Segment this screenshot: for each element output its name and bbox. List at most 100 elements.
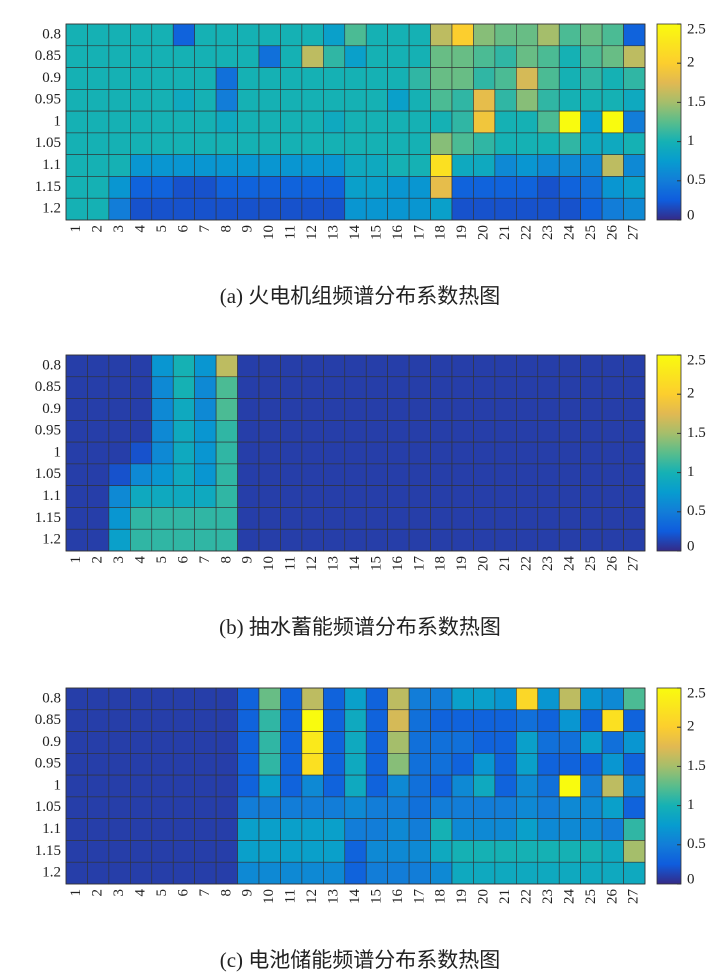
heat-cell: [237, 154, 260, 177]
heat-cell: [558, 796, 581, 819]
heat-cell: [537, 507, 560, 530]
heat-cell: [344, 441, 367, 465]
heat-cell: [473, 753, 496, 776]
x-tick-label: 24: [561, 889, 577, 905]
heat-cell: [537, 485, 560, 508]
heat-cell: [194, 687, 217, 711]
heat-cell: [215, 753, 238, 776]
y-tick-label: 0.8: [42, 690, 61, 706]
heat-cell: [387, 485, 410, 508]
x-tick-label: 9: [240, 889, 256, 897]
heat-cell: [215, 197, 238, 221]
y-tick-label: 1.15: [35, 510, 61, 526]
heat-cell: [65, 796, 88, 819]
heat-cell: [237, 840, 260, 863]
heat-cell: [601, 840, 624, 863]
x-tick-label: 22: [518, 889, 534, 904]
heat-cell: [215, 774, 238, 798]
heat-cell: [473, 154, 496, 177]
heat-cell: [344, 176, 367, 199]
y-tick-label: 0.9: [42, 734, 61, 750]
heat-cell: [451, 132, 474, 155]
heat-cell: [172, 154, 195, 177]
heat-cell: [151, 463, 174, 486]
heat-cell: [623, 485, 646, 508]
x-tick-label: 7: [197, 556, 213, 564]
heat-cell: [258, 731, 281, 754]
x-tick-label: 1: [68, 225, 84, 233]
heat-cell: [430, 110, 453, 134]
heat-cell: [365, 45, 388, 68]
colorbar: [656, 687, 682, 885]
heat-cell: [87, 398, 110, 421]
heat-cell: [280, 818, 303, 841]
x-tick-label: 18: [433, 889, 449, 904]
heat-cell: [451, 176, 474, 199]
heat-cell: [537, 528, 560, 552]
heat-cell: [301, 507, 324, 530]
heat-cell: [194, 45, 217, 68]
x-tick-label: 11: [283, 225, 299, 239]
heat-cell: [258, 840, 281, 863]
heat-cell: [258, 23, 281, 47]
heat-cell: [623, 197, 646, 221]
heat-cell: [130, 840, 153, 863]
heat-cell: [194, 89, 217, 112]
heat-cell: [194, 154, 217, 177]
heat-cell: [430, 376, 453, 399]
heat-cell: [65, 861, 88, 885]
heat-cell: [430, 23, 453, 47]
heat-cell: [215, 354, 238, 378]
heat-cell: [280, 709, 303, 732]
heat-cell: [237, 774, 260, 798]
heat-cell: [537, 774, 560, 798]
heat-cell: [537, 709, 560, 732]
heat-cell: [494, 861, 517, 885]
heat-cell: [623, 528, 646, 552]
y-tick-label: 1: [54, 113, 62, 129]
heat-cell: [516, 861, 539, 885]
heat-cell: [323, 89, 346, 112]
heat-cell: [494, 507, 517, 530]
heat-cell: [323, 796, 346, 819]
heat-cell: [494, 818, 517, 841]
heat-cell: [473, 45, 496, 68]
heat-cell: [580, 861, 603, 885]
y-tick-label: 1.05: [35, 135, 61, 151]
heat-cell: [473, 796, 496, 819]
heat-cell: [473, 398, 496, 421]
heat-cell: [172, 731, 195, 754]
heat-cell: [623, 45, 646, 68]
heat-cell: [344, 507, 367, 530]
heat-cell: [194, 67, 217, 90]
heat-cell: [194, 176, 217, 199]
heat-cell: [430, 89, 453, 112]
heat-cell: [494, 110, 517, 134]
heat-cell: [194, 132, 217, 155]
heat-cell: [494, 354, 517, 378]
colorbar-tick-label: 1: [687, 797, 695, 813]
heat-cell: [537, 441, 560, 465]
heat-cell: [65, 528, 88, 552]
heat-cell: [280, 354, 303, 378]
heat-cell: [301, 176, 324, 199]
heat-cell: [580, 731, 603, 754]
x-tick-label: 21: [497, 225, 513, 240]
heat-cell: [344, 709, 367, 732]
heat-cell: [258, 89, 281, 112]
heat-cell: [451, 818, 474, 841]
heat-cell: [172, 528, 195, 552]
x-tick-label: 19: [454, 889, 470, 904]
heat-cell: [87, 485, 110, 508]
heat-cell: [494, 485, 517, 508]
heat-cell: [558, 132, 581, 155]
heat-cell: [237, 528, 260, 552]
heat-cell: [151, 687, 174, 711]
heat-cell: [408, 463, 431, 486]
heat-cell: [387, 709, 410, 732]
y-tick-label: 0.85: [35, 379, 61, 395]
heat-cell: [280, 528, 303, 552]
heat-cell: [623, 420, 646, 443]
heat-cell: [601, 398, 624, 421]
heat-cell: [301, 376, 324, 399]
